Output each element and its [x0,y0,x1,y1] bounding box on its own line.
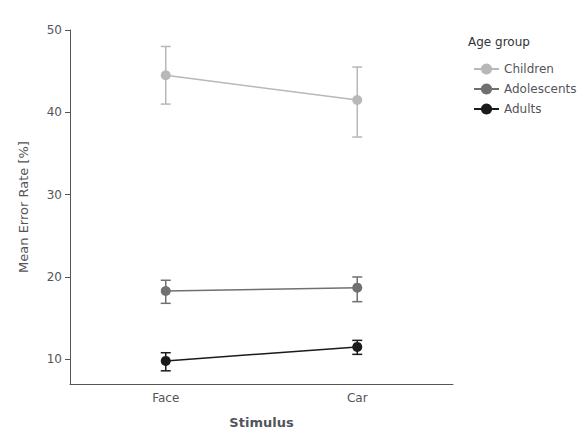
svg-text:Children: Children [504,62,554,76]
svg-text:10: 10 [47,352,62,366]
svg-text:Stimulus: Stimulus [229,415,294,430]
svg-text:Face: Face [152,391,179,405]
svg-text:50: 50 [47,23,62,37]
svg-text:Adolescents: Adolescents [504,82,576,96]
svg-text:Age group: Age group [468,35,530,49]
svg-text:Mean Error Rate [%]: Mean Error Rate [%] [16,141,31,273]
svg-text:Adults: Adults [504,102,542,116]
svg-text:20: 20 [47,270,62,284]
svg-text:Car: Car [347,391,368,405]
svg-text:30: 30 [47,188,62,202]
svg-text:40: 40 [47,105,62,119]
